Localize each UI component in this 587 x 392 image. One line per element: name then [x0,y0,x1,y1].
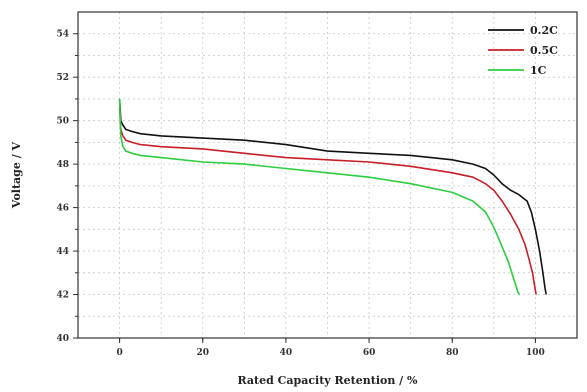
y-tick-label: 46 [56,204,69,214]
x-axis-title: Rated Capacity Retention / % [238,374,418,387]
y-tick-label: 48 [56,160,69,170]
axis-ticks: 0 20 40 60 80 100 40 42 44 46 48 50 52 54 [56,30,544,358]
series-line-0-2c [118,98,547,295]
x-tick-label: 40 [280,348,293,358]
series-lines [118,98,547,295]
series-line-1c [118,98,521,295]
series-line-0-5c [118,107,537,295]
y-tick-label: 50 [56,117,69,127]
y-tick-label: 54 [56,30,69,40]
x-tick-label: 80 [446,348,459,358]
legend-label: 1C [530,64,547,77]
legend-label: 0.5C [530,44,558,57]
y-axis-title: Voltage / V [10,141,23,209]
y-tick-label: 52 [56,73,69,83]
x-tick-label: 0 [116,348,122,358]
y-tick-label: 44 [56,247,69,257]
x-tick-label: 20 [196,348,209,358]
y-tick-label: 40 [56,334,69,344]
x-tick-label: 100 [526,348,545,358]
x-tick-label: 60 [363,348,376,358]
legend: 0.2C 0.5C 1C [488,24,558,77]
legend-label: 0.2C [530,24,558,37]
y-tick-label: 42 [56,291,69,301]
grid-lines [78,12,577,338]
plot-frame [77,11,578,339]
